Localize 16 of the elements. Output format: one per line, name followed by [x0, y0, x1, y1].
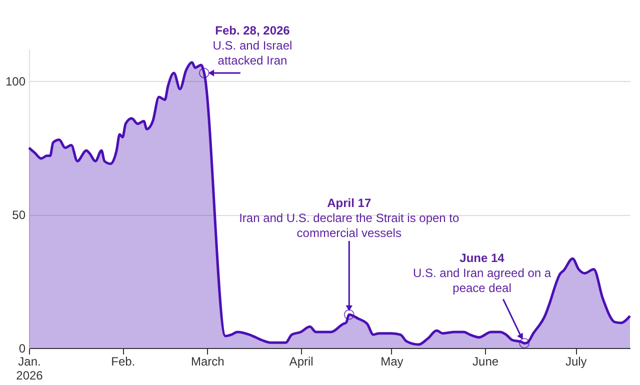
point: [198, 68, 210, 78]
y-tick-label: 100: [5, 74, 26, 89]
x-tick-label: Jan. 2026: [16, 354, 44, 382]
x-tick-label: March: [191, 354, 224, 368]
x-tick-label: Feb.: [111, 354, 136, 368]
annotation: Feb. 28, 2026 U.S. and Israel attacked Iran: [212, 24, 292, 68]
x-tick-label: May: [380, 354, 404, 368]
annotation: April 17 Iran and U.S. declare the Strait is open to commercial vessels: [239, 196, 460, 240]
x-tick-label: April: [289, 354, 314, 368]
point: [344, 309, 354, 320]
point: [519, 338, 530, 348]
x-tick-label: July: [565, 354, 587, 368]
y-tick-label: 50: [12, 208, 26, 222]
y-tick-label: 0: [18, 342, 26, 356]
annotation: June 14 U.S. and Iran agreed on a peace deal: [412, 251, 552, 296]
x-tick-label: June: [472, 354, 499, 368]
